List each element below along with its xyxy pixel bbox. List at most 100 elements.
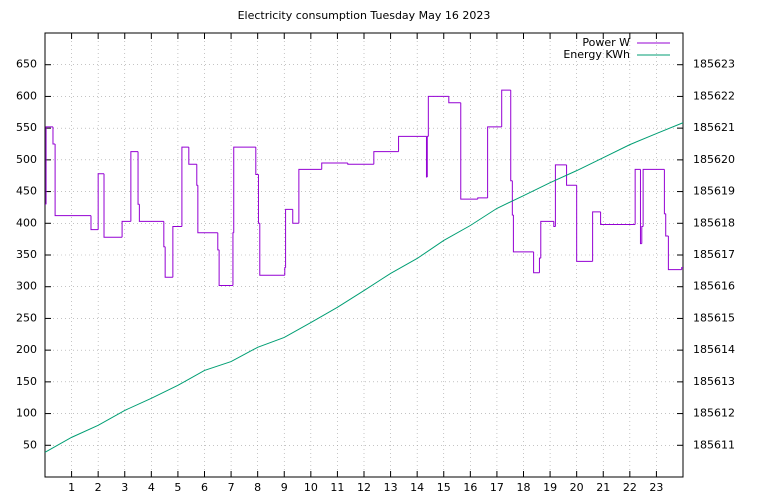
legend-label: Energy KWh [563,48,630,61]
power-step [487,126,502,198]
power-step [130,151,139,222]
power-step [285,208,293,268]
x-tick-label: 12 [357,481,371,494]
x-tick-label: 11 [330,481,344,494]
power-step [373,151,399,165]
y-tick-label: 100 [16,407,37,420]
power-step [138,204,164,222]
power-step [639,169,642,245]
x-tick-label: 10 [304,481,318,494]
power-step [321,162,348,170]
power-step [592,211,601,262]
y2-tick-label: 185619 [693,185,735,198]
power-step [259,223,285,276]
power-step [427,95,449,137]
power-step [576,185,593,262]
x-tick-label: 17 [490,481,504,494]
power-step [448,96,461,104]
power-step [121,220,131,238]
power-step [103,173,123,238]
x-tick-label: 16 [463,481,477,494]
x-tick-label: 3 [121,481,128,494]
power-step [533,251,540,274]
plot-frame [44,32,684,478]
power-step [90,215,99,231]
power-step [553,221,556,227]
y-tick-label: 450 [16,185,37,198]
y2-tick-label: 185621 [693,121,735,134]
x-tick-label: 20 [570,481,584,494]
power-step [298,168,322,224]
power-step [510,90,513,182]
power-step [137,151,140,205]
x-tick-label: 13 [384,481,398,494]
power-step [540,220,554,259]
y-tick-label: 250 [16,311,37,324]
y-tick-label: 400 [16,216,37,229]
x-tick-label: 2 [95,481,102,494]
x-tick-label: 19 [543,481,557,494]
y-tick-label: 350 [16,248,37,261]
y2-tick-label: 185614 [693,343,735,356]
y-tick-label: 200 [16,343,37,356]
y-tick-label: 50 [23,438,37,451]
power-step [665,213,669,237]
energy-line [44,122,684,453]
power-step [52,126,56,145]
power-step [347,163,374,165]
y2-tick-label: 185623 [693,58,735,71]
y2-tick-label: 185611 [693,438,735,451]
y2-tick-label: 185615 [693,311,735,324]
power-step [566,164,577,186]
y2-tick-label: 185617 [693,248,735,261]
power-step [45,126,53,205]
power-step [667,235,682,271]
x-tick-label: 22 [623,481,637,494]
chart-title: Electricity consumption Tuesday May 16 2… [238,9,491,22]
y2-tick-label: 185618 [693,216,735,229]
power-step [642,168,665,227]
power-step [663,169,666,215]
y-tick-label: 650 [16,58,37,71]
power-step [54,144,91,217]
y2-tick-label: 185620 [693,153,735,166]
x-tick-label: 7 [228,481,235,494]
power-step [460,102,478,200]
x-tick-label: 6 [201,481,208,494]
power-step [292,209,299,224]
power-step [398,135,427,152]
x-tick-label: 21 [596,481,610,494]
power-step [97,173,105,230]
y2-tick-label: 185622 [693,89,735,102]
x-tick-label: 23 [649,481,663,494]
power-step [425,136,428,178]
power-step [634,168,641,225]
power-step [426,135,429,177]
power-step [163,221,166,248]
power-step [512,215,534,253]
power-step [477,197,488,200]
power-step [554,164,567,227]
y-tick-label: 150 [16,375,37,388]
power-step [218,249,233,286]
legend-label: Power W [582,36,630,49]
y-tick-label: 300 [16,280,37,293]
x-tick-label: 9 [281,481,288,494]
power-step [681,267,683,270]
power-step [501,89,511,127]
power-step [600,211,636,226]
y2-tick-label: 185612 [693,407,735,420]
x-tick-label: 1 [68,481,75,494]
y2-tick-label: 185613 [693,375,735,388]
y2-tick-label: 185616 [693,280,735,293]
power-step [233,146,256,233]
x-tick-label: 8 [254,481,261,494]
y-tick-label: 500 [16,153,37,166]
power-step [172,225,182,278]
y-tick-label: 600 [16,89,37,102]
y-tick-label: 550 [16,121,37,134]
power-step [255,147,259,175]
x-tick-label: 5 [174,481,181,494]
